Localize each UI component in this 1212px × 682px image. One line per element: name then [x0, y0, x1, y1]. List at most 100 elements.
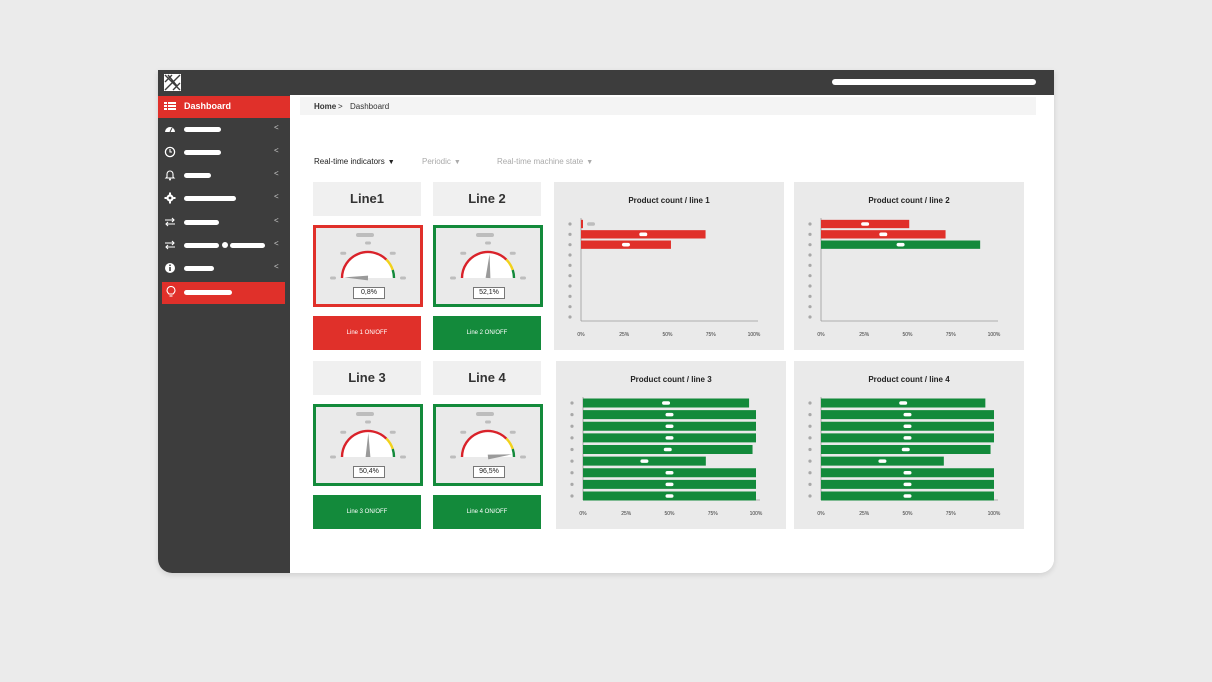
category-label-placeholder — [568, 274, 572, 278]
gauge-tick-label-placeholder — [400, 455, 406, 459]
gauge-value: 96,5% — [473, 466, 505, 478]
chart-title: Product count / line 4 — [868, 375, 950, 384]
sidebar-item-label-placeholder — [184, 266, 214, 271]
x-tick-label: 50% — [902, 511, 913, 517]
gauge-value: 52,1% — [473, 287, 505, 299]
category-label-placeholder — [570, 447, 574, 452]
sidebar-item-6[interactable]: < — [158, 235, 290, 257]
line-2-toggle-button[interactable]: Line 2 ON/OFF — [433, 316, 541, 350]
app-window: Dashboard < < < — [158, 70, 1054, 573]
x-tick-label: 100% — [748, 332, 761, 338]
category-label-placeholder — [570, 471, 574, 475]
category-label-placeholder — [808, 482, 812, 486]
gauge-tick-label-placeholder — [365, 420, 371, 424]
category-label-placeholder — [808, 459, 812, 463]
gauge-tick-label-placeholder — [485, 241, 491, 245]
category-label-placeholder — [570, 424, 574, 428]
gauge-tick-label-placeholder — [509, 251, 516, 255]
clock-icon — [164, 146, 176, 158]
user-menu-placeholder[interactable] — [832, 79, 1036, 85]
category-label-placeholder — [808, 471, 812, 475]
sidebar-item-3[interactable]: < — [158, 165, 290, 187]
tab-label: Real-time machine state — [497, 157, 584, 166]
gauge-dial — [450, 412, 526, 460]
chart-plot: 0% 25% 50% 75% 100% — [808, 218, 1001, 338]
gauge-dial — [330, 412, 406, 459]
gauge-tick-label-placeholder — [460, 251, 467, 255]
breadcrumb-home[interactable]: Home — [314, 102, 337, 111]
sidebar-item-label-placeholder — [184, 173, 211, 178]
sidebar-item-8[interactable] — [162, 282, 285, 304]
sidebar-item-2[interactable]: < — [158, 142, 290, 164]
category-label-placeholder — [808, 263, 812, 267]
category-label-placeholder — [568, 232, 572, 236]
data-label-placeholder — [639, 232, 648, 237]
sidebar-item-dashboard[interactable]: Dashboard — [158, 96, 290, 118]
category-label-placeholder — [808, 222, 812, 226]
sidebar-item-1[interactable]: < — [158, 119, 290, 141]
tab-label: Real-time indicators — [314, 157, 385, 166]
line-1-toggle-button[interactable]: Line 1 ON/OFF — [313, 316, 421, 350]
category-label-placeholder — [808, 284, 812, 288]
gauge-arc — [460, 429, 508, 458]
gauge-arc — [511, 448, 516, 458]
speedometer-icon — [165, 127, 175, 133]
x-tick-label: 0% — [817, 511, 825, 517]
sidebar-item-5[interactable]: < — [158, 212, 290, 234]
data-label-placeholder — [621, 242, 630, 247]
data-label-placeholder — [896, 242, 905, 247]
chevron-left-icon: < — [274, 216, 279, 225]
sidebar-item-label-placeholder — [184, 196, 236, 201]
category-label-placeholder — [568, 222, 572, 226]
top-bar — [158, 70, 1054, 95]
product-count-chart-line-3: Product count / line 3 0% 25% 50% 75% 100% — [556, 361, 786, 529]
category-label-placeholder — [808, 243, 812, 247]
category-label-placeholder — [808, 401, 812, 405]
breadcrumb-current: Dashboard — [350, 102, 390, 111]
grid-list-icon — [164, 102, 176, 110]
lightbulb-icon — [166, 286, 176, 297]
line-3-toggle-button[interactable]: Line 3 ON/OFF — [313, 495, 421, 529]
gauge-arc — [385, 437, 394, 450]
x-tick-label: 0% — [577, 332, 585, 338]
info-icon — [165, 263, 175, 273]
bell-icon — [164, 170, 176, 181]
data-label-placeholder — [665, 494, 674, 498]
data-label-placeholder — [861, 222, 870, 226]
gauge-arc — [340, 250, 388, 279]
gauge-arc — [511, 269, 516, 279]
category-label-placeholder — [808, 436, 812, 440]
x-tick-label: 50% — [662, 332, 673, 338]
chevron-left-icon: < — [274, 146, 279, 155]
tab-real-time-indicators[interactable]: Real-time indicators ▼ — [314, 157, 395, 166]
chart-title: Product count / line 2 — [868, 196, 950, 205]
data-label-placeholder — [662, 401, 671, 405]
caret-down-icon: ▼ — [586, 159, 594, 166]
category-label-placeholder — [568, 243, 572, 247]
data-label-placeholder — [903, 412, 912, 417]
gauge-label-placeholder — [356, 412, 374, 416]
sidebar-item-dot — [222, 242, 228, 248]
line-4-toggle-button[interactable]: Line 4 ON/OFF — [433, 495, 541, 529]
gauge-tick-label-placeholder — [330, 276, 336, 280]
transfer-icon — [165, 240, 175, 250]
gauge-needle — [487, 454, 512, 460]
main-content: Home > Dashboard Real-time indicators ▼ P… — [290, 95, 1054, 573]
category-label-placeholder — [808, 253, 812, 257]
category-label-placeholder — [568, 253, 572, 257]
category-label-placeholder — [808, 232, 812, 236]
x-tick-label: 50% — [664, 511, 675, 517]
chevron-left-icon: < — [274, 123, 279, 132]
tab-real-time-machine-state[interactable]: Real-time machine state ▼ — [497, 157, 593, 166]
x-tick-label: 25% — [621, 511, 632, 517]
x-tick-label: 25% — [619, 332, 630, 338]
gauge-tick-label-placeholder — [520, 276, 526, 280]
sidebar-item-7[interactable]: < — [158, 258, 290, 280]
sidebar-item-4[interactable]: < — [158, 188, 290, 210]
gauge-arc — [460, 250, 508, 279]
line-2-title: Line 2 — [433, 182, 541, 216]
data-label-placeholder — [640, 459, 649, 463]
tab-periodic[interactable]: Periodic ▼ — [422, 157, 461, 166]
gauge-value: 0,8% — [353, 287, 385, 299]
sidebar-item-label-placeholder — [184, 220, 219, 225]
